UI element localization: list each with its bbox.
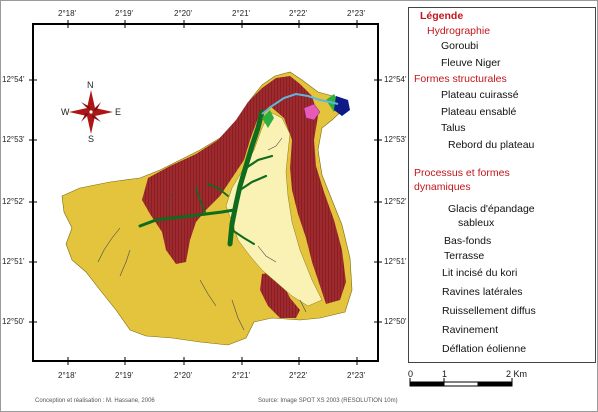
lon-bottom-label: 2°22' xyxy=(289,371,308,380)
legend-plateau-cuirasse-label: Plateau cuirassé xyxy=(441,89,519,101)
lon-top-label: 2°19' xyxy=(115,9,134,18)
legend-glacis-label-1: Glacis d'épandage xyxy=(448,203,535,215)
legend-bas-fonds-label: Bas-fonds xyxy=(444,235,492,247)
legend-ravines-label: Ravines latérales xyxy=(442,286,523,298)
credits-source: Source: Image SPOT XS 2003 (RESOLUTION 1… xyxy=(258,398,398,404)
lon-bottom-label: 2°19' xyxy=(115,371,134,380)
legend-goroubi-label: Goroubi xyxy=(441,40,479,52)
lat-right-label: 12°51' xyxy=(384,257,407,266)
scale-label-0: 0 xyxy=(408,369,414,379)
lat-left-label: 12°54' xyxy=(2,75,25,84)
ravines-lines xyxy=(97,137,307,331)
lon-bottom-label: 2°20' xyxy=(174,371,193,380)
compass-e: E xyxy=(115,107,122,117)
lon-bottom-label: 2°18' xyxy=(58,371,77,380)
legend-glacis-label-2: sableux xyxy=(458,217,495,229)
legend-ravinement-label: Ravinement xyxy=(442,324,499,336)
compass-n: N xyxy=(87,80,94,90)
legend-section-hydrographie: Hydrographie xyxy=(427,25,491,37)
legend-talus-label: Talus xyxy=(441,122,466,134)
lat-right-label: 12°52' xyxy=(384,197,407,206)
legend-section-structurales: Formes structurales xyxy=(414,73,507,85)
lat-right-label: 12°50' xyxy=(384,317,407,326)
legend-lit-incise-label: Lit incisé du kori xyxy=(442,267,518,279)
compass-rose-icon xyxy=(69,90,113,134)
scale-bar xyxy=(409,378,513,387)
niger-area xyxy=(334,96,350,116)
lon-top-label: 2°23' xyxy=(347,9,366,18)
lon-top-label: 2°21' xyxy=(232,9,251,18)
talus-area xyxy=(303,103,321,121)
legend-terrasse-label: Terrasse xyxy=(444,250,485,262)
legend-plateau-ensable-label: Plateau ensablé xyxy=(441,106,517,118)
plateau-cuirasse-east xyxy=(260,272,300,318)
credits-author: Conception et réalisation : M. Hassane, … xyxy=(35,398,155,404)
plateau-cuirasse-area xyxy=(142,76,346,304)
lon-bottom-label: 2°23' xyxy=(347,371,366,380)
legend-section-processus: Processus et formes xyxy=(414,167,510,179)
lat-left-label: 12°52' xyxy=(2,197,25,206)
scale-label-2: 2 Km xyxy=(506,369,528,379)
legend-ruissellement-label: Ruissellement diffus xyxy=(442,305,536,317)
lat-left-label: 12°50' xyxy=(2,317,25,326)
legend-title: Légende xyxy=(420,10,464,22)
legend-deflation-label: Déflation éolienne xyxy=(442,343,527,355)
lon-bottom-label: 2°21' xyxy=(232,371,251,380)
legend-box xyxy=(408,7,596,363)
goroubi-river xyxy=(261,92,339,115)
lon-top-label: 2°22' xyxy=(289,9,308,18)
legend-section-dynamiques: dynamiques xyxy=(414,181,471,193)
legend-niger-label: Fleuve Niger xyxy=(441,57,501,69)
scale-label-1: 1 xyxy=(442,369,448,379)
lon-top-label: 2°20' xyxy=(174,9,193,18)
lat-right-label: 12°53' xyxy=(384,135,407,144)
lat-right-label: 12°54' xyxy=(384,75,407,84)
compass-s: S xyxy=(88,134,95,144)
legend-rebord-label: Rebord du plateau xyxy=(448,139,535,151)
bas-fonds-network xyxy=(138,109,274,247)
lon-top-label: 2°18' xyxy=(58,9,77,18)
compass-w: W xyxy=(61,107,70,117)
lat-left-label: 12°51' xyxy=(2,257,25,266)
lat-left-label: 12°53' xyxy=(2,135,25,144)
grid-ticks xyxy=(29,20,382,365)
